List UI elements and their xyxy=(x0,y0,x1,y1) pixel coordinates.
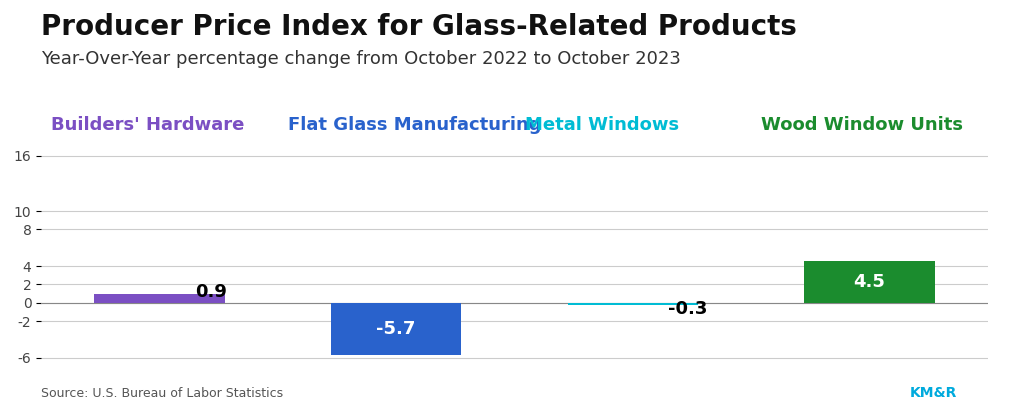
Text: Wood Window Units: Wood Window Units xyxy=(761,116,963,134)
Text: Source: U.S. Bureau of Labor Statistics: Source: U.S. Bureau of Labor Statistics xyxy=(41,387,283,400)
Text: -5.7: -5.7 xyxy=(377,320,416,338)
Text: Flat Glass Manufacturing: Flat Glass Manufacturing xyxy=(288,116,541,134)
Bar xyxy=(331,303,461,355)
Text: 0.9: 0.9 xyxy=(196,283,226,301)
Bar xyxy=(805,261,934,303)
Text: Metal Windows: Metal Windows xyxy=(525,116,679,134)
Text: Year-Over-Year percentage change from October 2022 to October 2023: Year-Over-Year percentage change from Oc… xyxy=(41,50,681,68)
Text: Producer Price Index for Glass-Related Products: Producer Price Index for Glass-Related P… xyxy=(41,13,797,40)
Bar xyxy=(568,303,698,306)
Text: Builders' Hardware: Builders' Hardware xyxy=(51,116,245,134)
Text: 4.5: 4.5 xyxy=(854,273,885,291)
Bar xyxy=(95,294,224,303)
Text: KM&R: KM&R xyxy=(910,386,957,400)
Text: -0.3: -0.3 xyxy=(669,300,708,318)
